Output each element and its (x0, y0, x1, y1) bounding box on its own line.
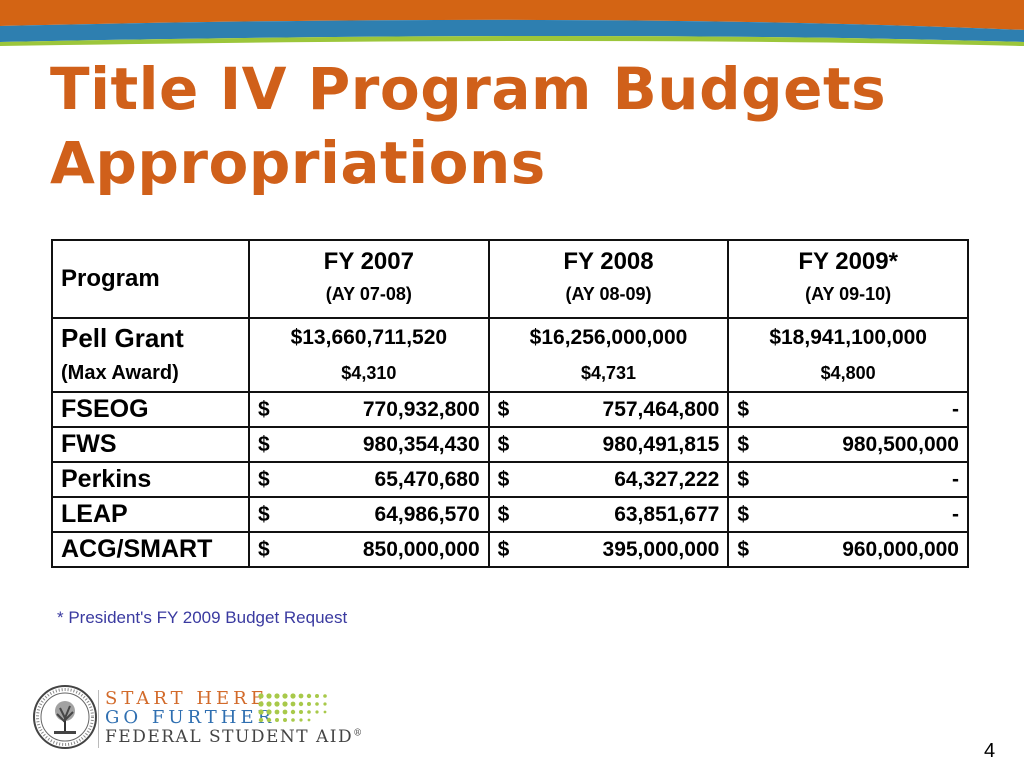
title-line-1: Title IV Program Budgets (50, 55, 887, 123)
amount: - (952, 397, 959, 421)
ay-label: (AY 08-09) (565, 284, 652, 304)
registered-mark: ® (353, 728, 364, 739)
logo-tagline-1: START HERE (105, 688, 268, 709)
program-name: Perkins (51, 461, 250, 498)
amount-cell: $980,500,000 (727, 426, 969, 463)
program-name: FWS (51, 426, 250, 463)
amount-cell: $ - (727, 461, 969, 498)
max-award: $4,800 (820, 363, 876, 383)
currency-sign: $ (258, 467, 270, 491)
currency-sign: $ (497, 432, 510, 456)
amount-cell: $ - (727, 391, 969, 428)
header-fy2007: FY 2007 (AY 07-08) (248, 239, 490, 319)
currency-sign: $ (497, 397, 510, 421)
currency-sign: $ (258, 432, 270, 456)
pell-amount: $18,941,100,000 (769, 326, 927, 349)
ay-label: (AY 09-10) (805, 284, 892, 304)
program-name: FSEOG (51, 391, 250, 428)
amount-cell: $980,354,430 (248, 426, 490, 463)
table-row-acg-smart: ACG/SMART $850,000,000 $395,000,000 $960… (51, 531, 969, 568)
amount: 980,500,000 (842, 432, 959, 456)
top-banner (0, 0, 1024, 60)
program-subtitle: (Max Award) (61, 362, 179, 384)
table-row-perkins: Perkins $65,470,680 $64,327,222 $ - (51, 461, 969, 498)
currency-sign: $ (258, 397, 270, 421)
currency-sign: $ (737, 502, 749, 526)
currency-sign: $ (737, 397, 749, 421)
program-name: ACG/SMART (51, 531, 250, 568)
amount: 980,354,430 (362, 432, 480, 456)
ay-label: (AY 07-08) (325, 284, 412, 304)
fy-label: FY 2009* (798, 248, 898, 275)
logo-tagline-2: GO FURTHER (105, 707, 276, 728)
amount-cell: $850,000,000 (248, 531, 490, 568)
amount-cell: $65,470,680 (248, 461, 490, 498)
pell-amount: $16,256,000,000 (529, 326, 688, 349)
amount-cell: $64,986,570 (248, 496, 490, 533)
amount: 980,491,815 (602, 432, 720, 456)
max-award: $4,731 (580, 363, 637, 383)
amount: 770,932,800 (362, 397, 480, 421)
amount: 960,000,000 (842, 537, 959, 561)
amount: - (952, 467, 959, 491)
program-name: Pell Grant (61, 323, 184, 353)
budget-table: Program FY 2007 (AY 07-08) FY 2008 (AY 0… (51, 239, 969, 568)
amount-cell: $395,000,000 (487, 531, 730, 568)
amount: 757,464,800 (602, 397, 720, 421)
pell-fy2009: $18,941,100,000 $4,800 (727, 317, 969, 393)
logo-wordmark-text: FEDERAL STUDENT AID (105, 727, 354, 747)
amount-cell: $ - (727, 496, 969, 533)
logo-wordmark: FEDERAL STUDENT AID® (105, 727, 364, 747)
currency-sign: $ (737, 467, 749, 491)
amount-cell: $960,000,000 (727, 531, 969, 568)
department-of-education-seal-icon (33, 685, 97, 749)
header-fy2009: FY 2009* (AY 09-10) (727, 239, 969, 319)
max-award: $4,310 (341, 363, 397, 383)
fy-label: FY 2007 (323, 248, 414, 275)
amount: 395,000,000 (602, 537, 720, 561)
currency-sign: $ (497, 502, 510, 526)
slide-title: Title IV Program Budgets Appropriations (50, 52, 886, 200)
amount: 64,327,222 (614, 467, 720, 491)
amount: - (952, 502, 959, 526)
amount-cell: $64,327,222 (487, 461, 730, 498)
header-fy2008: FY 2008 (AY 08-09) (487, 239, 730, 319)
title-line-2: Appropriations (50, 129, 546, 197)
program-header: Program (51, 239, 250, 319)
pell-amount: $13,660,711,520 (290, 326, 448, 349)
fy-label: FY 2008 (563, 248, 654, 275)
table-row-fws: FWS $980,354,430 $980,491,815 $980,500,0… (51, 426, 969, 463)
amount-cell: $770,932,800 (248, 391, 490, 428)
amount: 63,851,677 (614, 502, 720, 526)
header-row: Program FY 2007 (AY 07-08) FY 2008 (AY 0… (51, 239, 969, 319)
dot-grid-icon (258, 693, 327, 723)
amount: 850,000,000 (362, 537, 480, 561)
amount: 65,470,680 (374, 467, 480, 491)
amount-cell: $757,464,800 (487, 391, 730, 428)
currency-sign: $ (737, 432, 749, 456)
amount-cell: $63,851,677 (487, 496, 730, 533)
table-row-leap: LEAP $64,986,570 $63,851,677 $ - (51, 496, 969, 533)
page-number: 4 (984, 740, 996, 762)
currency-sign: $ (258, 537, 270, 561)
pell-fy2008: $16,256,000,000 $4,731 (487, 317, 730, 393)
logo-divider (98, 690, 99, 748)
currency-sign: $ (258, 502, 270, 526)
table-row-fseog: FSEOG $770,932,800 $757,464,800 $ - (51, 391, 969, 428)
footnote: * President's FY 2009 Budget Request (57, 608, 348, 627)
federal-student-aid-logo: START HERE GO FURTHER FEDERAL STUDENT AI… (32, 684, 362, 750)
pell-fy2007: $13,660,711,520 $4,310 (248, 317, 490, 393)
amount: 64,986,570 (374, 502, 480, 526)
program-name: LEAP (51, 496, 250, 533)
currency-sign: $ (737, 537, 749, 561)
table-row-pell-grant: Pell Grant (Max Award) $13,660,711,520 $… (51, 317, 969, 393)
currency-sign: $ (497, 467, 510, 491)
amount-cell: $980,491,815 (487, 426, 730, 463)
currency-sign: $ (497, 537, 510, 561)
program-name-cell: Pell Grant (Max Award) (51, 317, 250, 393)
